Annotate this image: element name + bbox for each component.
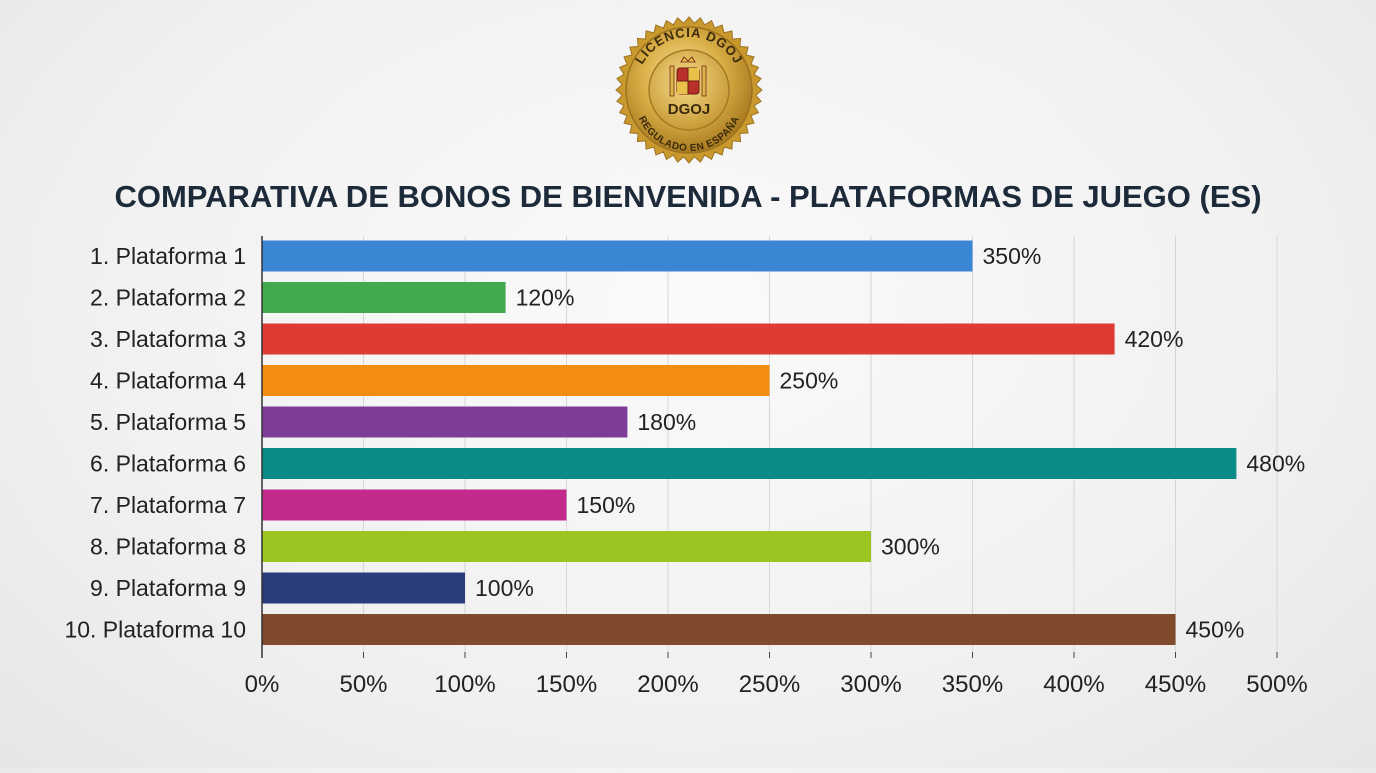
bar: [262, 448, 1237, 479]
bar: [262, 489, 567, 521]
category-label: 3. Plataforma 3: [90, 326, 246, 352]
x-tick-label: 500%: [1246, 671, 1307, 698]
chart-title: COMPARATIVA DE BONOS DE BIENVENIDA - PLA…: [114, 179, 1261, 214]
value-label: 180%: [637, 409, 696, 435]
x-tick-label: 100%: [434, 671, 495, 698]
bar: [262, 323, 1115, 355]
value-label: 250%: [780, 368, 839, 394]
spanish-coat-of-arms-icon: [669, 56, 707, 97]
category-label: 5. Plataforma 5: [90, 409, 246, 435]
bar: [262, 282, 506, 313]
bar: [262, 240, 973, 272]
x-tick-label: 350%: [942, 671, 1003, 698]
value-label: 480%: [1246, 451, 1305, 477]
x-axis-tick-labels: 0% 50% 100% 150% 200% 250% 300% 350% 400% 450% 500…: [245, 652, 1308, 698]
category-label: 7. Plataforma 7: [90, 492, 246, 518]
x-tick-label: 300%: [840, 671, 901, 698]
x-tick-label: 50%: [339, 671, 387, 698]
bar: [262, 406, 628, 438]
category-label: 2. Plataforma 2: [90, 285, 246, 311]
bar: [262, 572, 465, 604]
x-tick-label: 0%: [245, 671, 280, 698]
x-tick-label: 200%: [637, 671, 698, 698]
bar: [262, 614, 1176, 645]
value-labels: 350% 120% 420% 250% 180% 480% 150% 300% 100% 450%: [475, 243, 1305, 643]
bar: [262, 531, 871, 562]
value-label: 100%: [475, 575, 534, 601]
value-label: 350%: [983, 243, 1042, 269]
value-label: 450%: [1186, 617, 1245, 643]
dgoj-license-seal: LICENCIA DGOJ DGOJ REGULADO EN ESPAÑA: [615, 16, 763, 164]
category-label: 10. Plataforma 10: [64, 617, 246, 643]
bar: [262, 365, 770, 396]
bars-group: [262, 240, 1237, 645]
value-label: 120%: [516, 285, 575, 311]
category-label: 6. Plataforma 6: [90, 451, 246, 477]
category-label: 4. Plataforma 4: [90, 368, 246, 394]
category-label: 1. Plataforma 1: [90, 243, 246, 269]
x-tick-label: 150%: [536, 671, 597, 698]
category-label: 8. Plataforma 8: [90, 534, 246, 560]
value-label: 420%: [1125, 326, 1184, 352]
value-label: 300%: [881, 534, 940, 560]
x-tick-label: 450%: [1145, 671, 1206, 698]
x-tick-label: 250%: [739, 671, 800, 698]
category-label: 9. Plataforma 9: [90, 575, 246, 601]
x-tick-label: 400%: [1043, 671, 1104, 698]
value-label: 150%: [577, 492, 636, 518]
seal-center-text: DGOJ: [668, 101, 711, 118]
category-labels: 1. Plataforma 1 2. Plataforma 2 3. Platafo…: [64, 243, 246, 643]
